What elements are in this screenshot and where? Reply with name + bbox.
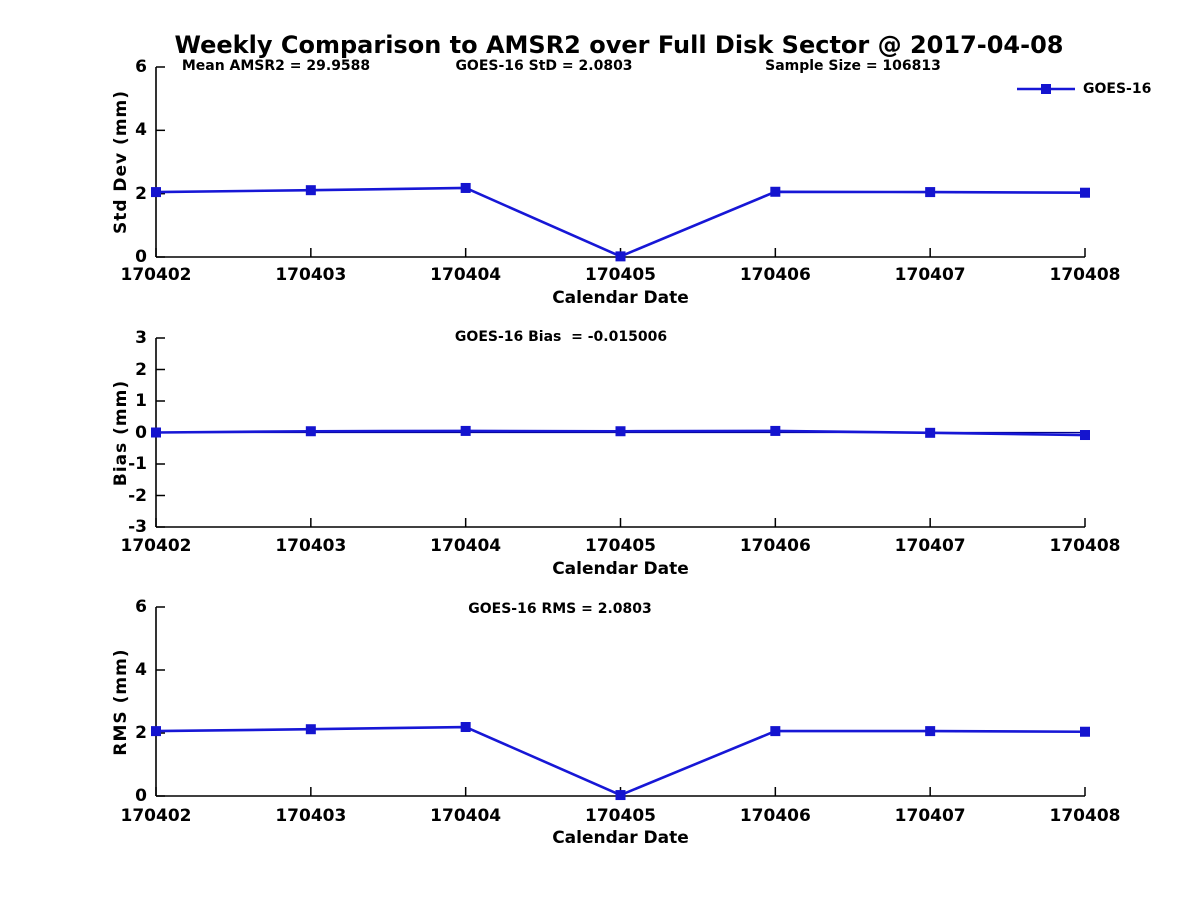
legend-label: GOES-16 [1083,81,1152,97]
bias-series-marker [925,427,936,438]
std-dev-series-marker [305,185,316,196]
std-dev-x-tick-label: 170404 [430,265,502,285]
std-dev-series-marker [925,187,936,198]
rms-x-tick-label: 170405 [585,806,656,826]
bias-x-tick-label: 170403 [275,536,347,556]
bias-x-axis-label: Calendar Date [552,559,689,579]
std-dev-series-marker [151,187,161,198]
rms-x-axis-label: Calendar Date [552,828,689,848]
bias-series-marker [1080,430,1090,441]
rms-y-tick-label: 0 [135,786,147,806]
legend-marker [1041,84,1051,94]
std-dev-x-axis-label: Calendar Date [552,288,689,308]
std-dev-y-tick-label: 0 [135,247,147,267]
std-dev-y-tick-label: 4 [135,120,147,141]
rms-x-tick-label: 170402 [120,806,192,826]
bias-y-tick-label: -1 [128,454,147,474]
rms-x-tick-label: 170403 [275,806,347,826]
std-dev-x-tick-label: 170403 [275,265,347,285]
rms-series-marker [151,726,161,737]
rms-x-tick-label: 170407 [894,806,966,826]
figure-title: Weekly Comparison to AMSR2 over Full Dis… [174,31,1064,59]
std-dev-x-tick-label: 170402 [120,265,192,285]
std-dev-series-marker [615,251,626,262]
std-dev-series-line [155,186,1086,258]
std-dev-y-tick-label: 6 [135,57,147,77]
std-dev-series-marker [770,186,781,197]
rms-series-marker [770,726,781,737]
rms-series-marker [305,724,316,735]
bias-x-tick-label: 170404 [430,536,502,556]
bias-y-tick-label: 1 [135,391,147,411]
rms-series-marker [1080,726,1090,737]
bias-x-tick-label: 170406 [739,536,811,556]
std-dev-x-tick-label: 170408 [1049,265,1121,285]
bias-series-marker [770,425,781,436]
std-dev-x-tick-label: 170406 [739,265,811,285]
bias-y-axis-label: Bias (mm) [111,379,131,486]
bias-y-tick-label: 2 [135,359,147,380]
bias-y-tick-label: -2 [128,485,147,506]
rms-annotation: GOES-16 RMS = 2.0803 [468,601,652,617]
rms-y-tick-label: 6 [135,597,147,617]
std-dev-annotation: Sample Size = 106813 [765,58,941,74]
rms-x-tick-label: 170408 [1049,806,1121,826]
bias-series-marker [305,426,316,437]
bias-x-tick-label: 170405 [585,536,656,556]
std-dev-series-marker [460,182,471,193]
rms-y-tick-label: 4 [135,660,147,680]
rms-x-tick-label: 170404 [430,806,502,826]
rms-y-tick-label: 2 [135,723,147,743]
bias-series-marker [460,425,471,436]
std-dev-annotation: GOES-16 StD = 2.0803 [455,58,633,74]
rms-series-marker [615,790,626,801]
std-dev-annotation: Mean AMSR2 = 29.9588 [181,58,371,74]
bias-y-tick-label: 3 [135,328,147,348]
rms-series-line [155,725,1086,797]
std-dev-y-axis-label: Std Dev (mm) [111,89,131,235]
rms-series-marker [460,722,471,733]
std-dev-series-marker [1080,187,1090,198]
std-dev-y-tick-label: 2 [135,183,147,204]
std-dev-x-tick-label: 170405 [585,265,656,285]
std-dev-x-tick-label: 170407 [894,265,966,285]
rms-y-axis-label: RMS (mm) [111,647,131,756]
bias-y-tick-label: -3 [128,517,147,537]
rms-series-marker [925,726,936,737]
bias-x-tick-label: 170407 [894,536,966,556]
bias-annotation: GOES-16 Bias = -0.015006 [454,329,668,345]
bias-y-tick-label: 0 [135,422,147,443]
bias-x-tick-label: 170402 [120,536,192,556]
bias-series-marker [151,427,161,438]
bias-series-marker [615,426,626,437]
rms-x-tick-label: 170406 [739,806,811,826]
bias-x-tick-label: 170408 [1049,536,1121,556]
